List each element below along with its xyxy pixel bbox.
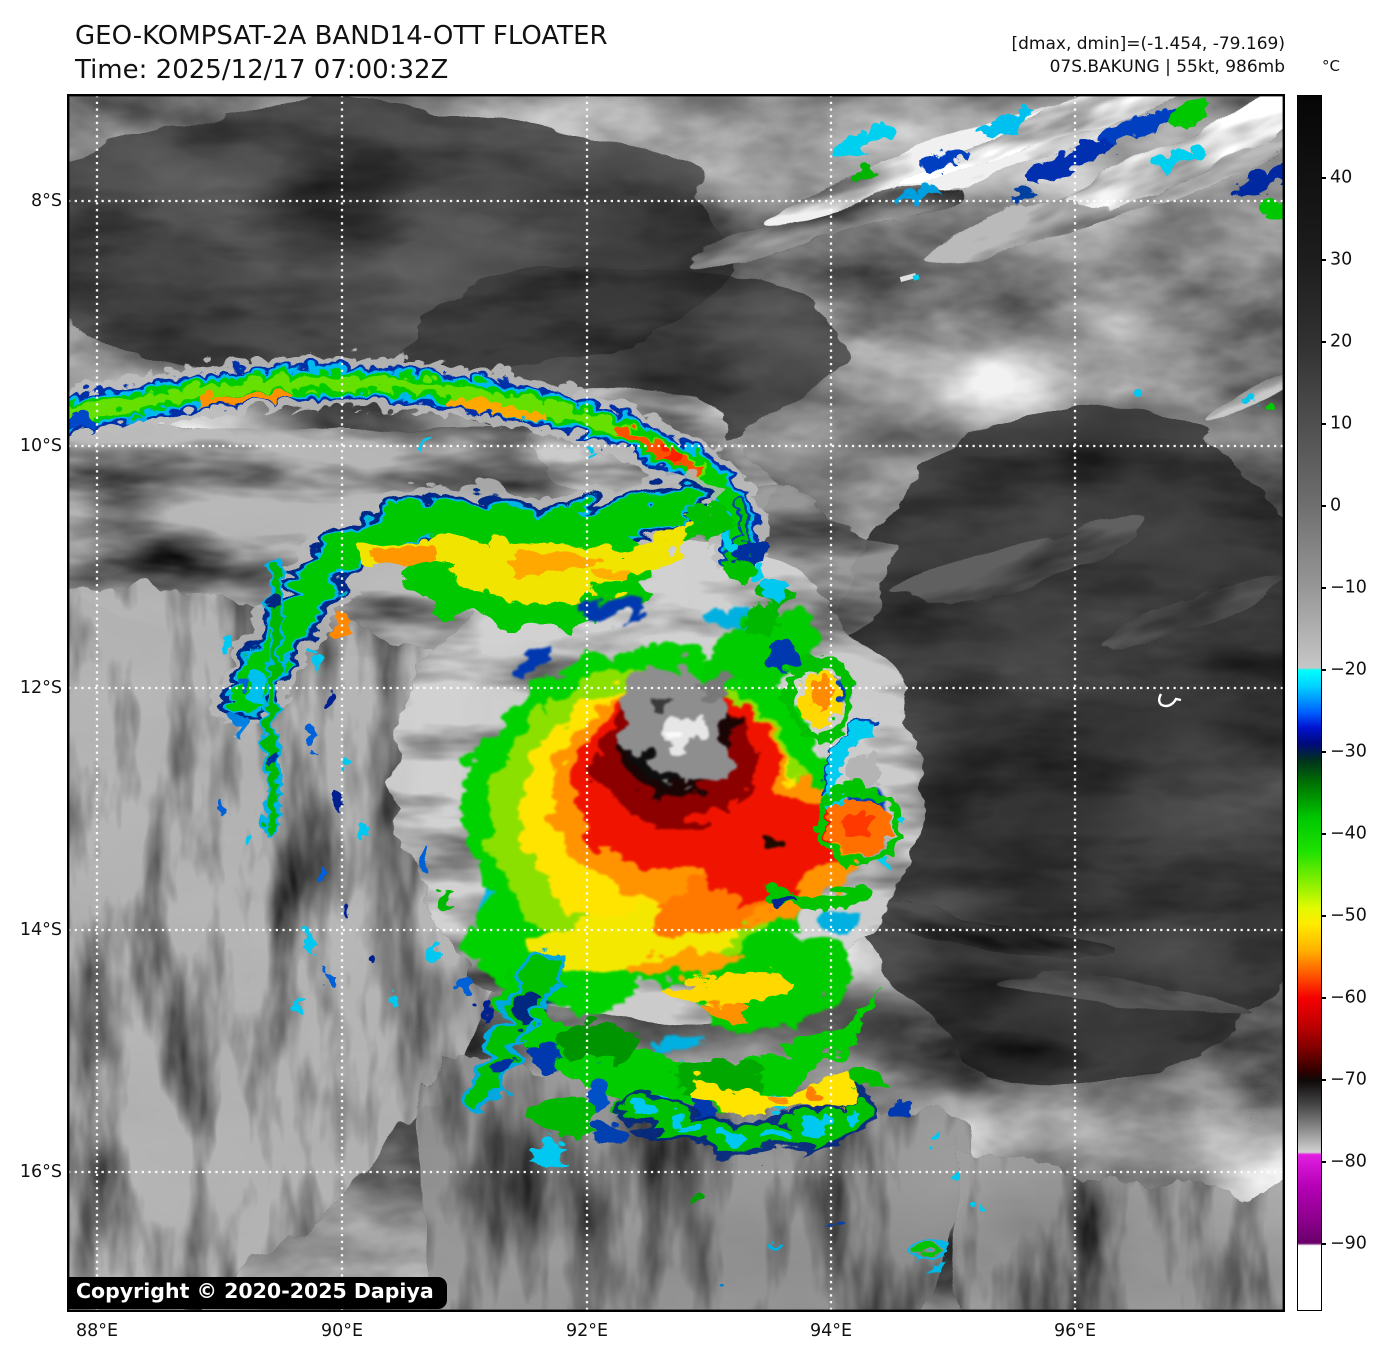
northern-spiral-band <box>68 351 762 569</box>
colorbar-tick-label: 40 <box>1330 167 1353 188</box>
colorbar-tick <box>1322 833 1326 835</box>
colorbar-tick-label: −60 <box>1330 987 1367 1008</box>
x-axis-label: 96°E <box>1053 1321 1097 1341</box>
colorbar-tick <box>1322 341 1326 343</box>
southern-fragmented-bands <box>456 940 972 1286</box>
colorbar-tick-label: 0 <box>1330 495 1342 516</box>
colorbar-tick-label: −90 <box>1330 1233 1367 1254</box>
y-axis-label: 14°S <box>19 920 62 940</box>
colorbar-tick-label: −50 <box>1330 905 1367 926</box>
northeast-cirrus-streaks <box>692 95 1284 424</box>
x-axis-label: 88°E <box>75 1321 119 1341</box>
colorbar-tick <box>1322 751 1326 753</box>
dmax-dmin-annotation: [dmax, dmin]=(-1.454, -79.169) <box>1011 34 1286 54</box>
colorbar-tick-label: 20 <box>1330 331 1353 352</box>
colorbar-tick-label: −20 <box>1330 659 1367 680</box>
colorbar-tick-label: 10 <box>1330 413 1353 434</box>
plot-border <box>68 95 1284 1311</box>
satellite-map-panel: Copyright © 2020-2025 Dapiya <box>67 94 1285 1312</box>
colorbar-tick <box>1322 587 1326 589</box>
inner-spiral-band <box>202 461 812 730</box>
figure-title: GEO-KOMPSAT-2A BAND14-OTT FLOATER <box>75 21 608 51</box>
colorbar-tick-label: −80 <box>1330 1151 1367 1172</box>
bright-specks <box>899 272 1142 397</box>
colorbar-tick <box>1322 505 1326 507</box>
wind-observation-marker <box>1158 693 1182 708</box>
colorbar-tick <box>1322 1243 1326 1245</box>
colorbar-tick <box>1322 997 1326 999</box>
colorbar-tick-label: 30 <box>1330 249 1353 270</box>
southeast-cirrus <box>948 1155 1284 1311</box>
figure-timestamp: Time: 2025/12/17 07:00:32Z <box>75 55 449 85</box>
colorbar-tick <box>1322 1079 1326 1081</box>
colorbar-tick-label: −30 <box>1330 741 1367 762</box>
colorbar: 40 30 20 10 0 −10 −20 −30 −40 −50 −60 −70 −80 −90 <box>1297 95 1367 1311</box>
x-axis-label: 90°E <box>320 1321 364 1341</box>
colorbar-tick <box>1322 259 1326 261</box>
satellite-image <box>68 95 1284 1311</box>
colorbar-unit-label: °C <box>1322 57 1340 75</box>
y-axis-label: 16°S <box>19 1162 62 1182</box>
x-axis-label: 94°E <box>809 1321 853 1341</box>
storm-info-annotation: 07S.BAKUNG | 55kt, 986mb <box>1049 57 1285 77</box>
colorbar-tick-label: −40 <box>1330 823 1367 844</box>
y-axis-label: 10°S <box>19 436 62 456</box>
y-axis-label: 12°S <box>19 678 62 698</box>
graticule <box>68 95 1284 1311</box>
colorbar-tick <box>1322 915 1326 917</box>
colorbar-tick <box>1322 1161 1326 1163</box>
copyright-badge: Copyright © 2020-2025 Dapiya <box>68 1277 447 1309</box>
colorbar-tick-label: −70 <box>1330 1069 1367 1090</box>
east-fragments <box>720 553 905 904</box>
colorbar-tick <box>1322 177 1326 179</box>
x-axis-label: 92°E <box>565 1321 609 1341</box>
right-faint-clouds <box>818 405 1284 1085</box>
northeast-cold-patches <box>825 97 1284 403</box>
west-cold-speckles <box>214 557 485 1016</box>
colorbar-tick-label: −10 <box>1330 577 1367 598</box>
colorbar-tick <box>1322 423 1326 425</box>
y-axis-label: 8°S <box>31 191 62 211</box>
colorbar-tick <box>1322 669 1326 671</box>
